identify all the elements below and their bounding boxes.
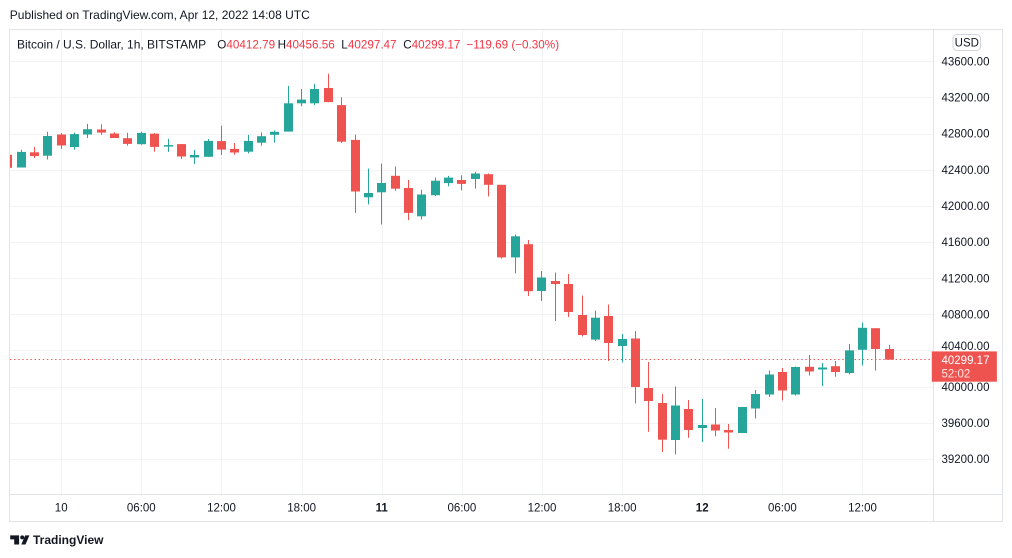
svg-text:C40299.17: C40299.17 bbox=[403, 39, 460, 52]
svg-text:42000.00: 42000.00 bbox=[942, 201, 990, 213]
svg-text:O40412.79: O40412.79 bbox=[217, 39, 275, 52]
svg-text:11: 11 bbox=[376, 503, 389, 515]
svg-text:12:00: 12:00 bbox=[207, 503, 236, 515]
svg-text:12: 12 bbox=[696, 503, 709, 515]
svg-text:06:00: 06:00 bbox=[127, 503, 156, 515]
svg-text:06:00: 06:00 bbox=[448, 503, 477, 515]
svg-text:L40297.47: L40297.47 bbox=[341, 39, 396, 52]
svg-text:40000.00: 40000.00 bbox=[942, 382, 990, 394]
svg-text:12:00: 12:00 bbox=[848, 503, 877, 515]
svg-text:H40456.56: H40456.56 bbox=[278, 39, 335, 52]
svg-text:USD: USD bbox=[955, 38, 979, 50]
svg-text:43600.00: 43600.00 bbox=[942, 56, 990, 68]
svg-text:41600.00: 41600.00 bbox=[942, 237, 990, 249]
svg-text:−119.69 (−0.30%): −119.69 (−0.30%) bbox=[466, 39, 559, 52]
svg-text:Published on TradingView.com,: Published on TradingView.com, Apr 12, 20… bbox=[10, 8, 310, 22]
svg-text:41200.00: 41200.00 bbox=[942, 273, 990, 285]
svg-text:39600.00: 39600.00 bbox=[942, 418, 990, 430]
svg-text:12:00: 12:00 bbox=[528, 503, 557, 515]
svg-text:10: 10 bbox=[55, 503, 68, 515]
svg-text:52:02: 52:02 bbox=[942, 369, 971, 381]
svg-text:39200.00: 39200.00 bbox=[942, 454, 990, 466]
svg-text:40400.00: 40400.00 bbox=[942, 341, 990, 353]
svg-text:42400.00: 42400.00 bbox=[942, 165, 990, 177]
svg-text:18:00: 18:00 bbox=[608, 503, 637, 515]
svg-text:06:00: 06:00 bbox=[768, 503, 797, 515]
svg-text:42800.00: 42800.00 bbox=[942, 129, 990, 141]
svg-text:43200.00: 43200.00 bbox=[942, 93, 990, 105]
svg-text:40800.00: 40800.00 bbox=[942, 309, 990, 321]
svg-text:40299.17: 40299.17 bbox=[942, 355, 990, 367]
svg-text:18:00: 18:00 bbox=[287, 503, 316, 515]
svg-text:TradingView: TradingView bbox=[33, 533, 104, 547]
svg-text:Bitcoin / U.S. Dollar, 1h, BIT: Bitcoin / U.S. Dollar, 1h, BITSTAMP bbox=[17, 38, 206, 52]
